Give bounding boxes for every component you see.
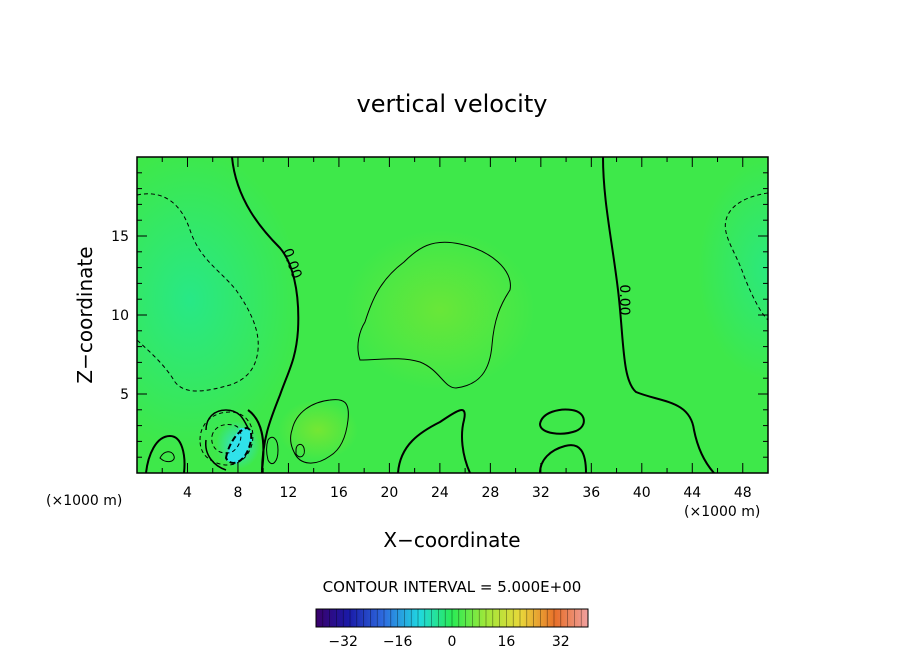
chart-title: vertical velocity bbox=[357, 90, 548, 118]
positive-contour-center bbox=[357, 241, 511, 389]
x-tick-label: 24 bbox=[431, 485, 449, 501]
zero-contour-corner bbox=[145, 434, 186, 473]
colorbar-ticks: −32 −16 0 16 32 bbox=[328, 634, 569, 650]
colorbar-frame bbox=[315, 608, 589, 628]
zero-contour-left bbox=[231, 157, 300, 473]
x-tick-label: 40 bbox=[633, 485, 651, 501]
zero-contour-downdraft-right bbox=[247, 409, 265, 471]
x-tick-label: 36 bbox=[582, 485, 600, 501]
zero-contour-bottom-2 bbox=[539, 444, 587, 473]
y-tick-label: 5 bbox=[120, 387, 129, 403]
negative-contour-downdraft-outer bbox=[199, 411, 254, 466]
x-axis-label: X−coordinate bbox=[383, 528, 520, 552]
zero-contour-bottom-1 bbox=[397, 409, 471, 473]
colorbar-divisions bbox=[322, 609, 582, 627]
colorbar-tick-label: 16 bbox=[497, 634, 515, 650]
field-shade-left bbox=[137, 157, 300, 450]
x-unit-right: (×1000 m) bbox=[684, 504, 760, 520]
positive-contour-corner bbox=[159, 451, 175, 463]
x-tick-label: 48 bbox=[734, 485, 752, 501]
x-tick-label: 8 bbox=[233, 485, 242, 501]
x-tick-label: 44 bbox=[683, 485, 701, 501]
positive-contour-small bbox=[266, 436, 279, 465]
field-shade-right bbox=[698, 160, 768, 380]
zero-contour-closed bbox=[538, 408, 585, 435]
x-unit-left: (×1000 m) bbox=[46, 493, 122, 509]
y-tick-label: 15 bbox=[111, 229, 129, 245]
negative-contour-right bbox=[724, 192, 768, 321]
x-tick-label: 32 bbox=[532, 485, 550, 501]
positive-contour-updraft bbox=[290, 399, 349, 464]
negative-contour-downdraft-core bbox=[224, 426, 253, 464]
positive-contour-updraft-core bbox=[295, 443, 305, 458]
colorbar-tick-label: 32 bbox=[552, 634, 570, 650]
colorbar-tick-label: −16 bbox=[383, 634, 413, 650]
contour-label-right: 0.00 bbox=[616, 284, 632, 315]
x-tick-label: 12 bbox=[280, 485, 298, 501]
negative-contour-left bbox=[137, 193, 259, 392]
plot-field bbox=[137, 157, 768, 473]
negative-contour-downdraft-mid bbox=[211, 423, 242, 454]
zero-contour-right bbox=[602, 157, 715, 473]
colorbar-tick-label: −32 bbox=[328, 634, 358, 650]
contour-interval-text: CONTOUR INTERVAL = 5.000E+00 bbox=[323, 578, 582, 596]
x-tick-label: 28 bbox=[481, 485, 499, 501]
colorbar: −32 −16 0 16 32 bbox=[315, 608, 589, 650]
x-tick-label: 16 bbox=[330, 485, 348, 501]
y-axis-ticks: 5 10 15 bbox=[111, 172, 768, 458]
x-axis-ticks: 4 8 12 16 20 24 28 32 36 40 44 48 bbox=[161, 157, 752, 501]
field-shade-center bbox=[345, 230, 535, 390]
x-tick-label: 20 bbox=[380, 485, 398, 501]
y-axis-label: Z−coordinate bbox=[73, 246, 97, 383]
y-tick-label: 10 bbox=[111, 308, 129, 324]
x-tick-label: 4 bbox=[183, 485, 192, 501]
colorbar-tick-label: 0 bbox=[448, 634, 457, 650]
